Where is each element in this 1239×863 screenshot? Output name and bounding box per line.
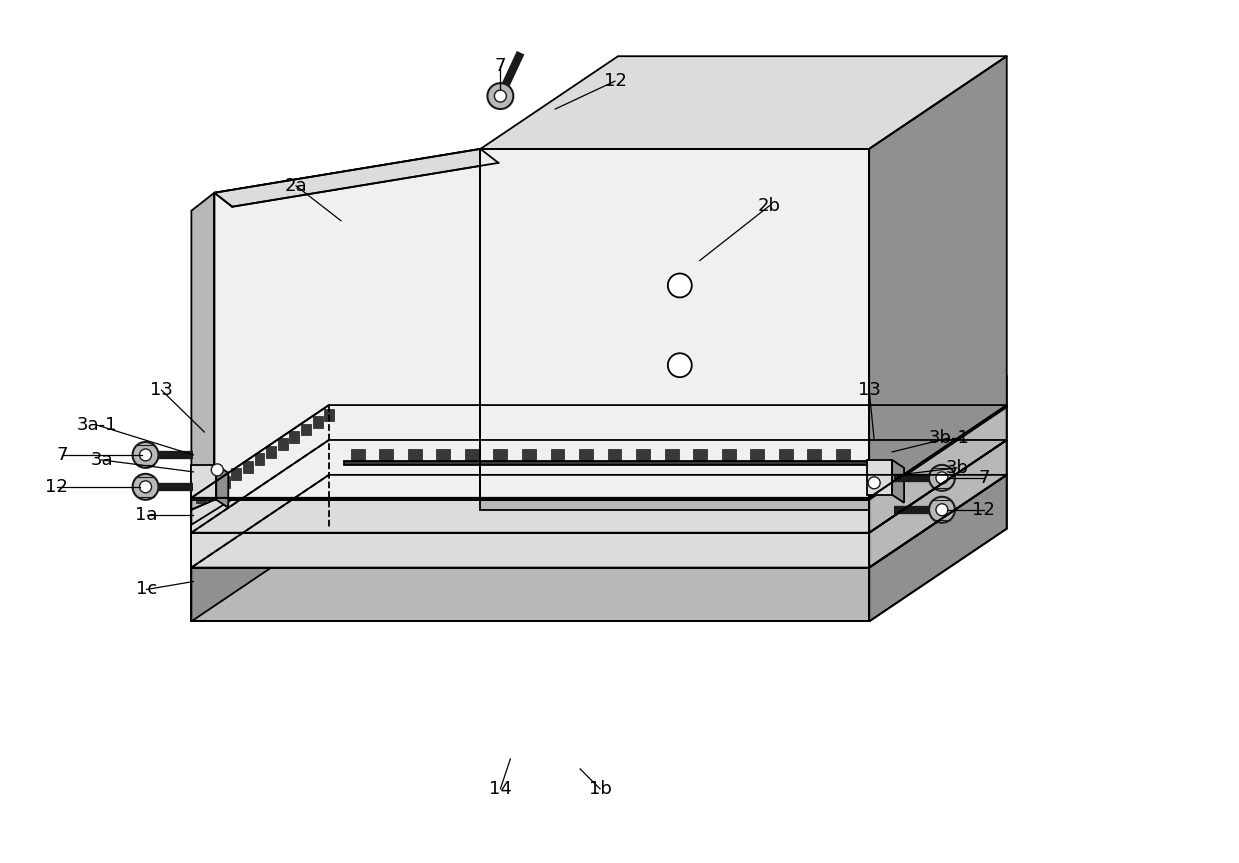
Circle shape xyxy=(212,464,223,476)
Polygon shape xyxy=(778,449,793,461)
Polygon shape xyxy=(870,440,1007,568)
Polygon shape xyxy=(191,405,1007,498)
Polygon shape xyxy=(232,469,242,481)
Text: 1b: 1b xyxy=(589,780,612,798)
Polygon shape xyxy=(214,149,498,207)
Polygon shape xyxy=(193,408,343,504)
Circle shape xyxy=(133,474,159,500)
Polygon shape xyxy=(325,408,335,420)
Circle shape xyxy=(929,465,955,491)
Polygon shape xyxy=(892,460,904,503)
Polygon shape xyxy=(493,449,508,461)
Polygon shape xyxy=(870,375,1007,498)
Polygon shape xyxy=(217,465,228,507)
Polygon shape xyxy=(693,449,707,461)
Polygon shape xyxy=(481,56,1007,149)
Polygon shape xyxy=(607,449,622,461)
Polygon shape xyxy=(191,498,870,532)
Polygon shape xyxy=(550,449,565,461)
Text: 7: 7 xyxy=(56,446,68,464)
Polygon shape xyxy=(465,449,479,461)
Polygon shape xyxy=(191,440,1007,532)
Polygon shape xyxy=(341,462,875,488)
Text: 2b: 2b xyxy=(758,197,781,215)
Text: 1c: 1c xyxy=(136,581,157,598)
Polygon shape xyxy=(191,532,870,568)
Polygon shape xyxy=(835,449,850,461)
Polygon shape xyxy=(208,483,218,495)
Circle shape xyxy=(935,472,948,484)
Polygon shape xyxy=(481,500,870,510)
Polygon shape xyxy=(481,149,870,500)
Text: 7: 7 xyxy=(978,469,990,487)
Polygon shape xyxy=(867,460,892,494)
Circle shape xyxy=(869,477,880,488)
Circle shape xyxy=(133,442,159,468)
Polygon shape xyxy=(191,475,1007,568)
Polygon shape xyxy=(243,461,253,473)
Text: 13: 13 xyxy=(857,381,881,399)
Polygon shape xyxy=(870,56,1007,500)
Text: 1a: 1a xyxy=(135,506,157,524)
Text: 13: 13 xyxy=(150,381,173,399)
Polygon shape xyxy=(290,431,300,443)
Polygon shape xyxy=(870,475,1007,621)
Polygon shape xyxy=(278,438,287,450)
Circle shape xyxy=(494,90,507,102)
Polygon shape xyxy=(351,449,364,461)
Polygon shape xyxy=(336,352,989,432)
Polygon shape xyxy=(579,449,593,461)
Circle shape xyxy=(487,83,513,109)
Text: 14: 14 xyxy=(489,780,512,798)
Polygon shape xyxy=(870,405,1007,532)
Text: 12: 12 xyxy=(603,72,627,90)
Text: 3b-1: 3b-1 xyxy=(928,429,969,447)
Text: 7: 7 xyxy=(494,57,507,75)
Polygon shape xyxy=(191,192,214,510)
Polygon shape xyxy=(312,416,322,428)
Polygon shape xyxy=(191,412,341,525)
Polygon shape xyxy=(436,449,451,461)
Polygon shape xyxy=(214,149,481,500)
Text: 3a: 3a xyxy=(90,450,113,469)
Polygon shape xyxy=(254,453,264,465)
Polygon shape xyxy=(196,491,207,503)
Polygon shape xyxy=(522,449,536,461)
Polygon shape xyxy=(301,424,311,436)
Circle shape xyxy=(668,353,691,377)
Polygon shape xyxy=(191,475,328,621)
Polygon shape xyxy=(408,449,421,461)
Text: 12: 12 xyxy=(973,501,995,519)
Polygon shape xyxy=(344,461,871,465)
Circle shape xyxy=(140,481,151,493)
Text: 2a: 2a xyxy=(285,177,307,195)
Polygon shape xyxy=(341,406,957,462)
Polygon shape xyxy=(191,568,870,621)
Polygon shape xyxy=(219,476,229,488)
Circle shape xyxy=(140,449,151,461)
Polygon shape xyxy=(664,449,679,461)
Text: 3b: 3b xyxy=(945,459,969,477)
Polygon shape xyxy=(721,449,736,461)
Text: 3a-1: 3a-1 xyxy=(77,416,116,434)
Polygon shape xyxy=(191,465,217,500)
Polygon shape xyxy=(191,375,1007,468)
Polygon shape xyxy=(636,449,650,461)
Circle shape xyxy=(668,274,691,298)
Text: 12: 12 xyxy=(46,478,68,496)
Polygon shape xyxy=(191,468,870,498)
Polygon shape xyxy=(807,449,821,461)
Polygon shape xyxy=(379,449,393,461)
Circle shape xyxy=(935,504,948,516)
Polygon shape xyxy=(750,449,764,461)
Polygon shape xyxy=(266,446,276,458)
Circle shape xyxy=(929,497,955,523)
